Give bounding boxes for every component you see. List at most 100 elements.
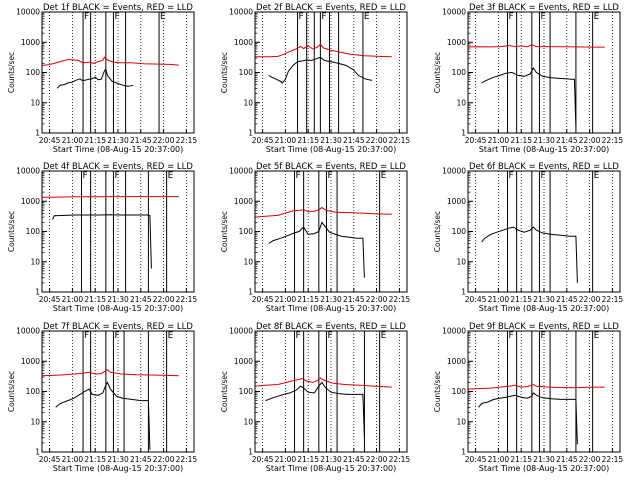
x-tick-label: 22:15: [176, 455, 198, 464]
marker-label: F: [84, 331, 89, 341]
x-tick-label: 20:45: [252, 455, 274, 464]
x-tick-label: 20:45: [39, 295, 61, 304]
chart-title: Det 8f BLACK = Events, RED = LLD: [256, 322, 406, 332]
chart-title: Det 2f BLACK = Events, RED = LLD: [256, 3, 406, 13]
marker-label: F: [296, 171, 301, 181]
x-tick-label: 20:45: [465, 136, 487, 145]
y-axis-label: Counts/sec: [7, 52, 16, 93]
marker-label: F: [540, 12, 545, 22]
x-tick-label: 20:45: [465, 455, 487, 464]
y-tick-label: 1: [35, 129, 40, 138]
y-tick-label: 1: [35, 448, 40, 457]
marker-label: E: [168, 331, 174, 341]
y-axis-label: Counts/sec: [7, 211, 16, 252]
y-tick-label: 10000: [16, 327, 40, 336]
events-series-line: [265, 381, 365, 438]
y-tick-label: 1: [35, 288, 40, 297]
marker-label: F: [327, 171, 332, 181]
x-tick-label: 22:15: [389, 455, 411, 464]
x-tick-label: 21:00: [488, 136, 510, 145]
y-tick-label: 1000: [234, 357, 253, 366]
x-axis-label: Start Time (08-Aug-15 20:37:00): [53, 464, 184, 473]
marker-label: F: [114, 171, 119, 181]
x-tick-label: 21:45: [556, 136, 578, 145]
y-axis-label: Counts/sec: [220, 52, 229, 93]
marker-label: F: [299, 12, 304, 22]
x-tick-label: 20:45: [465, 295, 487, 304]
y-tick-label: 10000: [16, 167, 40, 176]
x-tick-label: 22:15: [602, 295, 624, 304]
marker-label: F: [114, 331, 119, 341]
lld-series-line: [255, 43, 392, 58]
events-series-line: [478, 392, 578, 445]
x-tick-label: 22:15: [389, 295, 411, 304]
y-axis-label: Counts/sec: [220, 211, 229, 252]
y-tick-label: 10000: [442, 167, 466, 176]
y-tick-label: 100: [239, 227, 254, 236]
lld-series-line: [41, 369, 179, 377]
marker-label: F: [540, 171, 545, 181]
x-tick-label: 22:00: [366, 455, 388, 464]
events-series-line: [55, 381, 151, 450]
x-tick-label: 22:00: [366, 295, 388, 304]
x-tick-label: 21:15: [84, 136, 106, 145]
y-axis-label: Counts/sec: [220, 371, 229, 412]
y-tick-label: 100: [452, 227, 467, 236]
chart-title: Det 4f BLACK = Events, RED = LLD: [43, 162, 193, 172]
x-tick-label: 21:45: [343, 295, 365, 304]
y-tick-label: 10: [30, 98, 40, 107]
y-tick-label: 10: [456, 417, 466, 426]
y-tick-label: 10: [30, 257, 40, 266]
x-tick-label: 21:30: [320, 295, 342, 304]
x-tick-label: 22:00: [579, 295, 601, 304]
y-tick-label: 10000: [229, 167, 253, 176]
x-tick-label: 21:00: [62, 136, 84, 145]
x-tick-label: 21:30: [320, 455, 342, 464]
marker-label: F: [509, 331, 514, 341]
y-tick-label: 10000: [16, 8, 40, 17]
y-tick-label: 1: [461, 288, 466, 297]
y-tick-label: 10000: [229, 327, 253, 336]
y-tick-label: 1000: [447, 38, 466, 47]
x-tick-label: 21:00: [275, 295, 297, 304]
x-tick-label: 21:00: [275, 455, 297, 464]
x-tick-label: 21:45: [130, 455, 152, 464]
x-tick-label: 21:00: [62, 455, 84, 464]
x-tick-label: 20:45: [252, 295, 274, 304]
y-tick-label: 1000: [21, 197, 40, 206]
y-tick-label: 100: [452, 68, 467, 77]
y-axis-label: Counts/sec: [433, 52, 442, 93]
lld-series-line: [467, 383, 605, 390]
x-tick-label: 21:15: [84, 295, 106, 304]
y-tick-label: 10000: [442, 8, 466, 17]
marker-label: E: [364, 12, 370, 22]
events-series-line: [268, 221, 365, 278]
events-series-line: [268, 56, 373, 84]
plot-frame: [41, 170, 195, 293]
chart-title: Det 6f BLACK = Events, RED = LLD: [469, 162, 619, 172]
x-tick-label: 21:30: [107, 295, 129, 304]
y-tick-label: 100: [452, 387, 467, 396]
y-tick-label: 100: [26, 227, 41, 236]
lld-series-line: [254, 206, 392, 218]
plot-frame: [467, 170, 621, 293]
plot-frame: [254, 11, 408, 134]
y-tick-label: 1000: [234, 38, 253, 47]
marker-label: F: [509, 171, 514, 181]
events-series-line: [56, 67, 134, 89]
marker-label: F: [84, 12, 89, 22]
x-tick-label: 21:00: [62, 295, 84, 304]
x-axis-label: Start Time (08-Aug-15 20:37:00): [479, 145, 610, 154]
x-tick-label: 20:45: [39, 455, 61, 464]
y-tick-label: 1000: [21, 357, 40, 366]
x-tick-label: 21:15: [297, 136, 319, 145]
chart-title: Det 3f BLACK = Events, RED = LLD: [469, 3, 619, 13]
plot-frame: [41, 330, 195, 453]
